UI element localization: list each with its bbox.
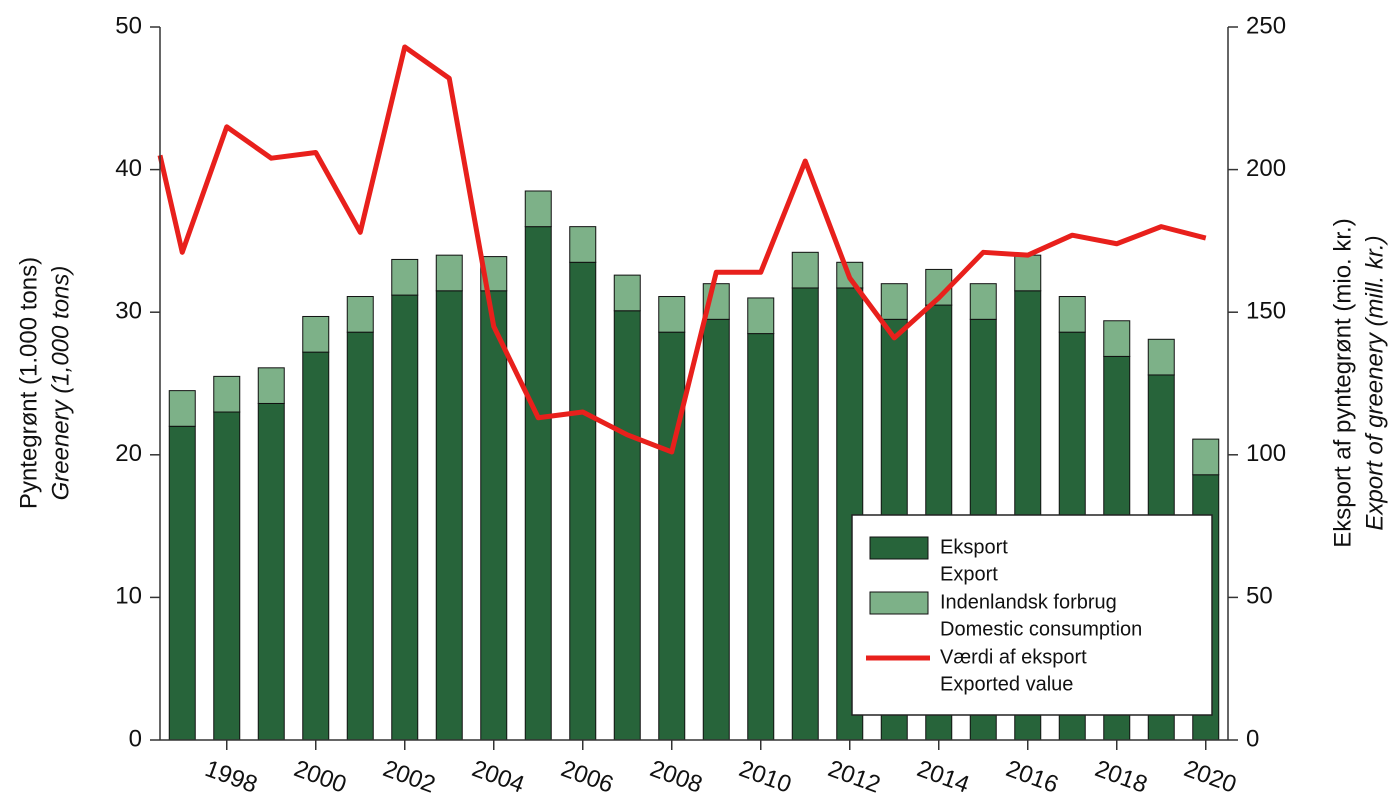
x-tick-label: 2020 — [1180, 755, 1239, 799]
bar — [569, 261, 597, 741]
bar — [346, 331, 374, 741]
y2-tick-label: 150 — [1246, 298, 1286, 325]
y2-axis-title-en: Export of greenery (mill. kr.) — [1361, 235, 1388, 530]
y-tick-label: 0 — [129, 725, 142, 752]
x-tick-label: 2012 — [824, 755, 883, 799]
x-tick-label: 1998 — [201, 755, 260, 799]
bar — [257, 367, 285, 404]
bar — [613, 310, 641, 741]
bar — [524, 226, 552, 741]
bar — [168, 425, 196, 741]
bar — [524, 190, 552, 228]
bar — [969, 283, 997, 320]
bar — [1147, 338, 1175, 376]
bar — [1103, 320, 1131, 357]
y-tick-label: 30 — [115, 298, 142, 325]
y-tick-label: 20 — [115, 440, 142, 467]
x-tick-label: 2006 — [557, 755, 616, 799]
legend-label: Værdi af eksport — [940, 646, 1087, 668]
x-tick-label: 2008 — [646, 755, 705, 799]
x-tick-label: 2016 — [1002, 755, 1061, 799]
bar — [658, 296, 686, 333]
y2-axis-title: Eksport af pyntegrønt (mio. kr.) — [1329, 218, 1356, 547]
y-axis-title-en: Greenery (1,000 tons) — [47, 266, 74, 501]
y-axis-title: Pyntegrønt (1.000 tons) — [15, 257, 42, 509]
bar — [1014, 254, 1042, 292]
bar — [391, 294, 419, 741]
legend-label-en: Export — [940, 563, 998, 585]
bar — [658, 331, 686, 741]
bar — [1058, 296, 1086, 333]
bar — [791, 251, 819, 289]
legend-label: Indenlandsk forbrug — [940, 591, 1117, 613]
x-tick-label: 2004 — [468, 755, 527, 799]
x-tick-label: 2018 — [1091, 755, 1150, 799]
bar — [346, 296, 374, 333]
bar — [435, 290, 463, 741]
legend-label-en: Domestic consumption — [940, 618, 1142, 640]
bar — [791, 287, 819, 741]
x-tick-label: 2014 — [913, 755, 972, 799]
y2-tick-label: 100 — [1246, 440, 1286, 467]
legend-swatch — [869, 591, 929, 615]
bar — [1192, 438, 1220, 476]
bar — [302, 315, 330, 353]
legend-label: Eksport — [940, 536, 1008, 558]
line — [157, 44, 1207, 455]
bar — [391, 258, 419, 296]
bar — [213, 375, 241, 413]
bar — [480, 290, 508, 741]
bar — [880, 283, 908, 320]
bar — [747, 333, 775, 741]
bar — [213, 411, 241, 741]
y-tick-label: 40 — [115, 155, 142, 182]
y2-tick-label: 200 — [1246, 155, 1286, 182]
bar — [168, 390, 196, 427]
y-tick-label: 10 — [115, 583, 142, 610]
bar — [302, 351, 330, 741]
bar — [747, 297, 775, 335]
bar — [569, 226, 597, 263]
y2-tick-label: 250 — [1246, 12, 1286, 39]
x-tick-label: 2002 — [379, 755, 438, 799]
y-tick-label: 50 — [115, 12, 142, 39]
bar — [435, 254, 463, 292]
y2-tick-label: 50 — [1246, 583, 1273, 610]
bar — [613, 274, 641, 312]
bar — [702, 318, 730, 741]
x-tick-label: 2000 — [290, 755, 349, 799]
legend-label-en: Exported value — [940, 673, 1073, 695]
x-tick-label: 2010 — [735, 755, 794, 799]
bar — [257, 402, 285, 741]
legend-swatch — [869, 536, 929, 560]
y2-tick-label: 0 — [1246, 725, 1259, 752]
